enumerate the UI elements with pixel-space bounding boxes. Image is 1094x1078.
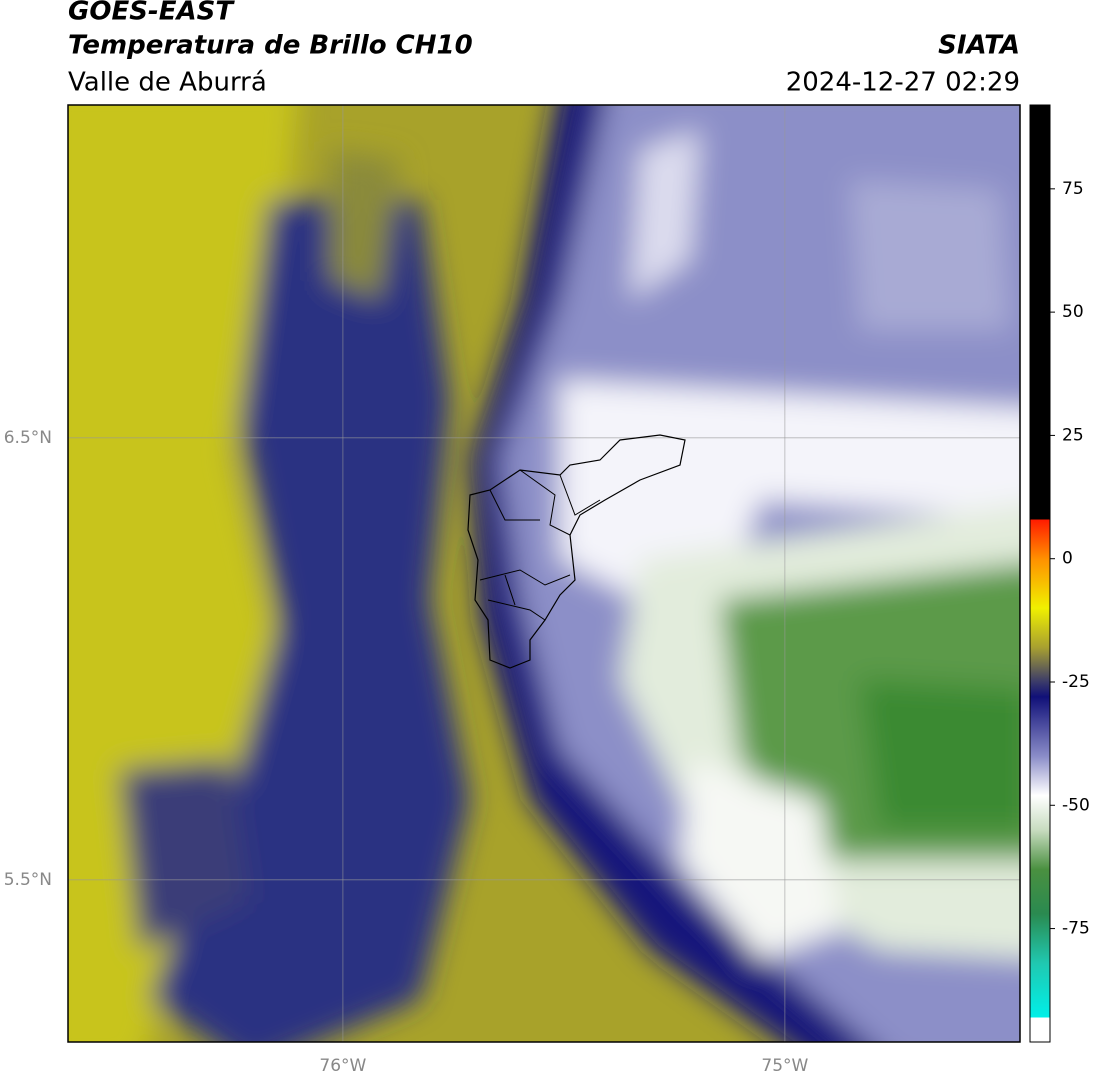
municipal-boundaries xyxy=(479,469,601,621)
subtitle: Temperatura de Brillo CH10 xyxy=(68,31,473,61)
cloud-field xyxy=(68,105,1020,1042)
colorbar-tick-label: 50 xyxy=(1062,302,1084,322)
x-tick-label: 76°W xyxy=(319,1056,366,1076)
y-tick-label: 5.5°N xyxy=(4,870,52,890)
axis-ticks: 76°W 75°W 6.5°N 5.5°N xyxy=(4,428,809,1076)
region: Valle de Aburrá xyxy=(68,68,267,98)
colorbar-tick-label: -25 xyxy=(1062,672,1090,692)
colorbar-tick-label: -50 xyxy=(1062,795,1090,815)
colorbar-ticks: 75 50 25 0 -25 -50 -75 xyxy=(1050,179,1090,939)
title: GOES-EAST xyxy=(68,0,235,27)
y-tick-label: 6.5°N xyxy=(4,428,52,448)
satellite-image xyxy=(68,105,1020,1042)
x-tick-label: 75°W xyxy=(761,1056,808,1076)
colorbar-tick-label: -75 xyxy=(1062,919,1090,939)
map-frame xyxy=(67,104,1021,1043)
timestamp: 2024-12-27 02:29 xyxy=(786,68,1020,98)
valley-boundary xyxy=(467,434,686,669)
colorbar-tick-label: 75 xyxy=(1062,179,1084,199)
colorbar xyxy=(1029,104,1051,1043)
grid xyxy=(68,105,1020,1042)
colorbar-tick-label: 25 xyxy=(1062,425,1084,445)
colorbar-tick-label: 0 xyxy=(1062,549,1073,569)
source: SIATA xyxy=(938,31,1020,61)
